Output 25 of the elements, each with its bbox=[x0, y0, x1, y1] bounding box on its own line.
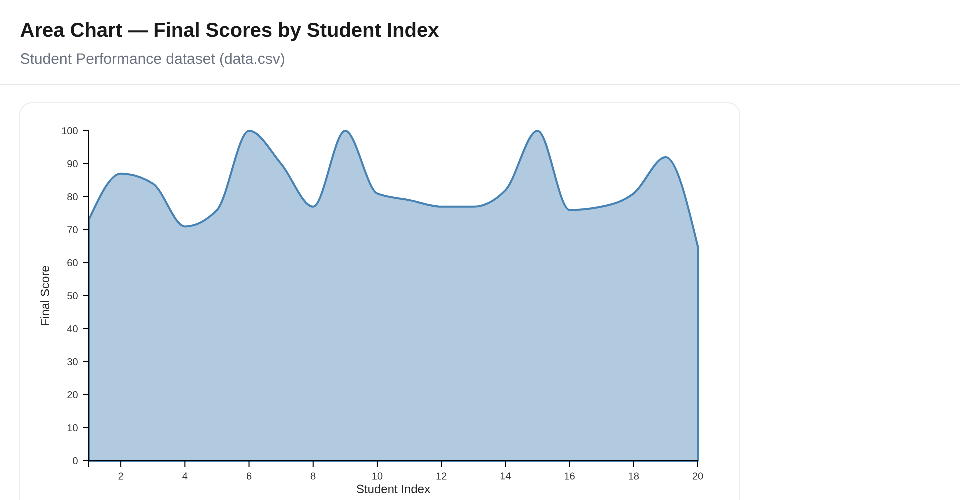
y-tick-label: 80 bbox=[68, 193, 78, 201]
y-tick-label: 20 bbox=[68, 391, 78, 399]
x-axis-title: Student Index bbox=[357, 484, 430, 494]
y-tick-label: 70 bbox=[68, 226, 78, 234]
y-axis-title: Final Score bbox=[40, 266, 50, 326]
y-tick-label: 90 bbox=[68, 160, 78, 168]
x-tick-label: 12 bbox=[436, 472, 447, 480]
y-tick-label: 100 bbox=[62, 127, 78, 135]
chart-title: Area Chart — Final Scores by Student Index bbox=[20, 22, 440, 42]
y-tick-label: 30 bbox=[68, 358, 78, 366]
x-tick-label: 20 bbox=[692, 472, 704, 480]
x-tick-label: 18 bbox=[629, 472, 640, 480]
y-tick-label: 50 bbox=[68, 292, 78, 300]
chart-subtitle: Student Performance dataset (data.csv) bbox=[20, 53, 284, 68]
x-tick-label: 6 bbox=[246, 472, 252, 480]
x-tick-label: 10 bbox=[372, 472, 383, 480]
y-tick-label: 60 bbox=[68, 259, 78, 267]
y-tick-label: 40 bbox=[67, 325, 78, 333]
x-tick-label: 14 bbox=[500, 472, 511, 480]
y-tick-label: 0 bbox=[73, 457, 78, 465]
x-tick-label: 16 bbox=[564, 472, 575, 480]
x-tick-label: 8 bbox=[311, 472, 316, 480]
x-tick-label: 4 bbox=[182, 472, 188, 480]
y-tick-label: 10 bbox=[68, 424, 78, 432]
x-tick-label: 2 bbox=[118, 472, 124, 480]
